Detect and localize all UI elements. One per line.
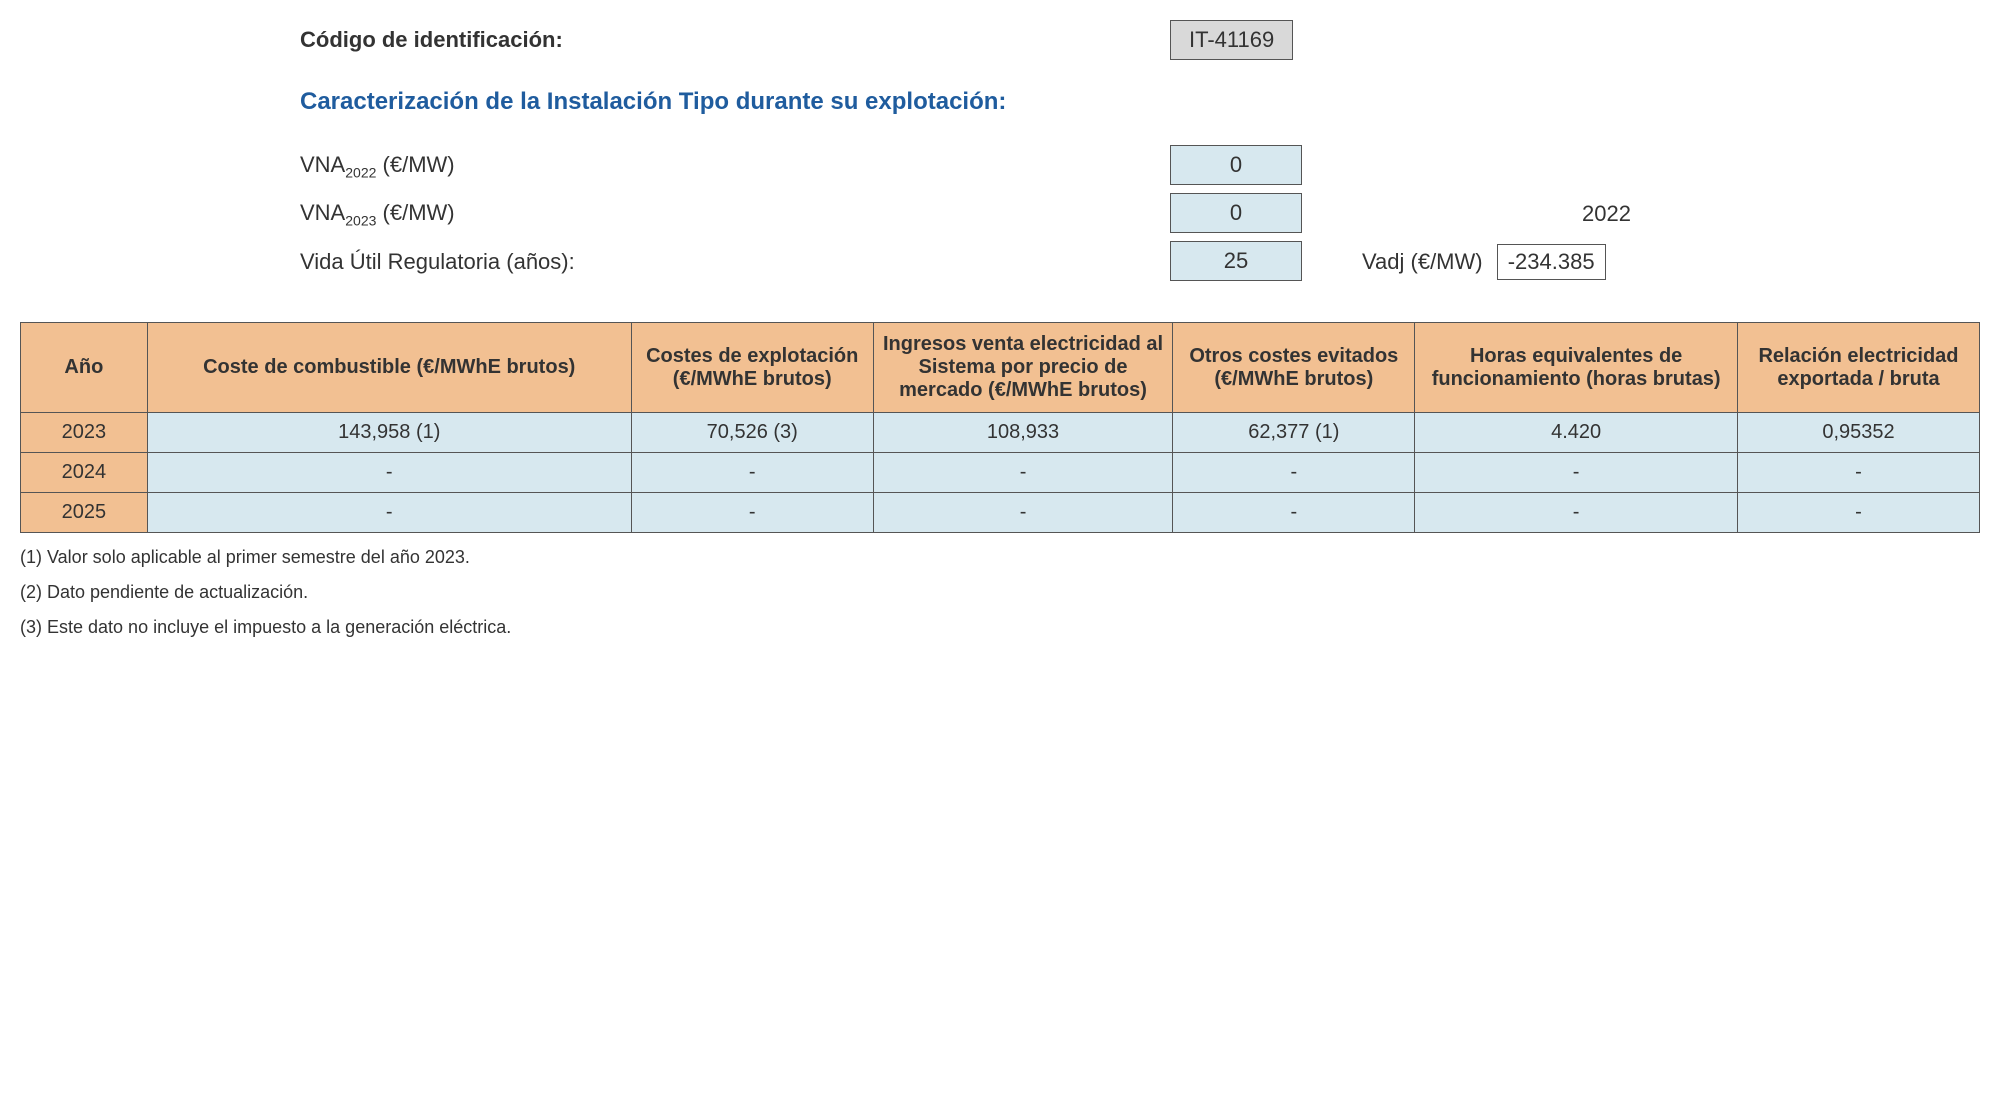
cell-ingresos: 108,933 <box>873 413 1173 453</box>
footnote-1: (1) Valor solo aplicable al primer semes… <box>20 547 1980 568</box>
vadj-group: Vadj (€/MW) -234.385 <box>1362 244 1606 280</box>
cell-horas: - <box>1415 453 1738 493</box>
top-section: Código de identificación: IT-41169 Carac… <box>300 20 1980 282</box>
id-value-box: IT-41169 <box>1170 20 1293 60</box>
id-row: Código de identificación: IT-41169 <box>300 20 1980 60</box>
cell-ano: 2025 <box>21 493 148 533</box>
id-label: Código de identificación: <box>300 27 1170 53</box>
footnote-3: (3) Este dato no incluye el impuesto a l… <box>20 617 1980 638</box>
vna2023-sub: 2023 <box>345 212 376 228</box>
vna2022-value: 0 <box>1170 145 1302 185</box>
cell-explotacion: - <box>631 453 873 493</box>
table-header-row: Año Coste de combustible (€/MWhE brutos)… <box>21 323 1980 413</box>
table-body: 2023 143,958 (1) 70,526 (3) 108,933 62,3… <box>21 413 1980 533</box>
vna2022-label: VNA2022 (€/MW) <box>300 152 1170 180</box>
document-root: Código de identificación: IT-41169 Carac… <box>20 20 1980 638</box>
table-row: 2023 143,958 (1) 70,526 (3) 108,933 62,3… <box>21 413 1980 453</box>
cell-relacion: 0,95352 <box>1737 413 1979 453</box>
footnote-2: (2) Dato pendiente de actualización. <box>20 582 1980 603</box>
col-combustible: Coste de combustible (€/MWhE brutos) <box>147 323 631 413</box>
vna2023-value: 0 <box>1170 193 1302 233</box>
cell-otros: 62,377 (1) <box>1173 413 1415 453</box>
cell-combustible: - <box>147 493 631 533</box>
values-block: VNA2022 (€/MW) 0 VNA2023 (€/MW) 0 2022 V… <box>300 146 1980 282</box>
cell-otros: - <box>1173 453 1415 493</box>
year-right-label: 2022 <box>1582 201 1631 227</box>
col-relacion: Relación electricidad exportada / bruta <box>1737 323 1979 413</box>
vna2022-row: VNA2022 (€/MW) 0 <box>300 146 1980 186</box>
characterization-label: Caracterización de la Instalación Tipo d… <box>300 88 1006 116</box>
cell-ingresos: - <box>873 453 1173 493</box>
cell-horas: 4.420 <box>1415 413 1738 453</box>
cell-ingresos: - <box>873 493 1173 533</box>
cell-combustible: - <box>147 453 631 493</box>
col-explotacion: Costes de explotación (€/MWhE brutos) <box>631 323 873 413</box>
vadj-label: Vadj (€/MW) <box>1362 249 1483 274</box>
vida-label: Vida Útil Regulatoria (años): <box>300 249 1170 275</box>
table-row: 2025 - - - - - - <box>21 493 1980 533</box>
vna2023-unit: (€/MW) <box>376 200 454 225</box>
vna2022-unit: (€/MW) <box>376 152 454 177</box>
col-ano: Año <box>21 323 148 413</box>
cell-ano: 2023 <box>21 413 148 453</box>
vna2022-sub: 2022 <box>345 164 376 180</box>
vna2023-row: VNA2023 (€/MW) 0 2022 <box>300 194 1980 234</box>
table-head: Año Coste de combustible (€/MWhE brutos)… <box>21 323 1980 413</box>
cell-otros: - <box>1173 493 1415 533</box>
vna2023-label: VNA2023 (€/MW) <box>300 200 1170 228</box>
table-row: 2024 - - - - - - <box>21 453 1980 493</box>
col-otros: Otros costes evitados (€/MWhE brutos) <box>1173 323 1415 413</box>
data-table: Año Coste de combustible (€/MWhE brutos)… <box>20 322 1980 533</box>
vida-row: Vida Útil Regulatoria (años): 25 Vadj (€… <box>300 242 1980 282</box>
vadj-value: -234.385 <box>1497 244 1606 280</box>
vida-value: 25 <box>1170 241 1302 281</box>
col-ingresos: Ingresos venta electricidad al Sistema p… <box>873 323 1173 413</box>
cell-relacion: - <box>1737 493 1979 533</box>
vna2023-prefix: VNA <box>300 200 345 225</box>
cell-ano: 2024 <box>21 453 148 493</box>
cell-explotacion: 70,526 (3) <box>631 413 873 453</box>
cell-horas: - <box>1415 493 1738 533</box>
cell-relacion: - <box>1737 453 1979 493</box>
cell-explotacion: - <box>631 493 873 533</box>
char-row: Caracterización de la Instalación Tipo d… <box>300 88 1980 116</box>
col-horas: Horas equivalentes de funcionamiento (ho… <box>1415 323 1738 413</box>
footnotes: (1) Valor solo aplicable al primer semes… <box>20 547 1980 638</box>
cell-combustible: 143,958 (1) <box>147 413 631 453</box>
vna2022-prefix: VNA <box>300 152 345 177</box>
